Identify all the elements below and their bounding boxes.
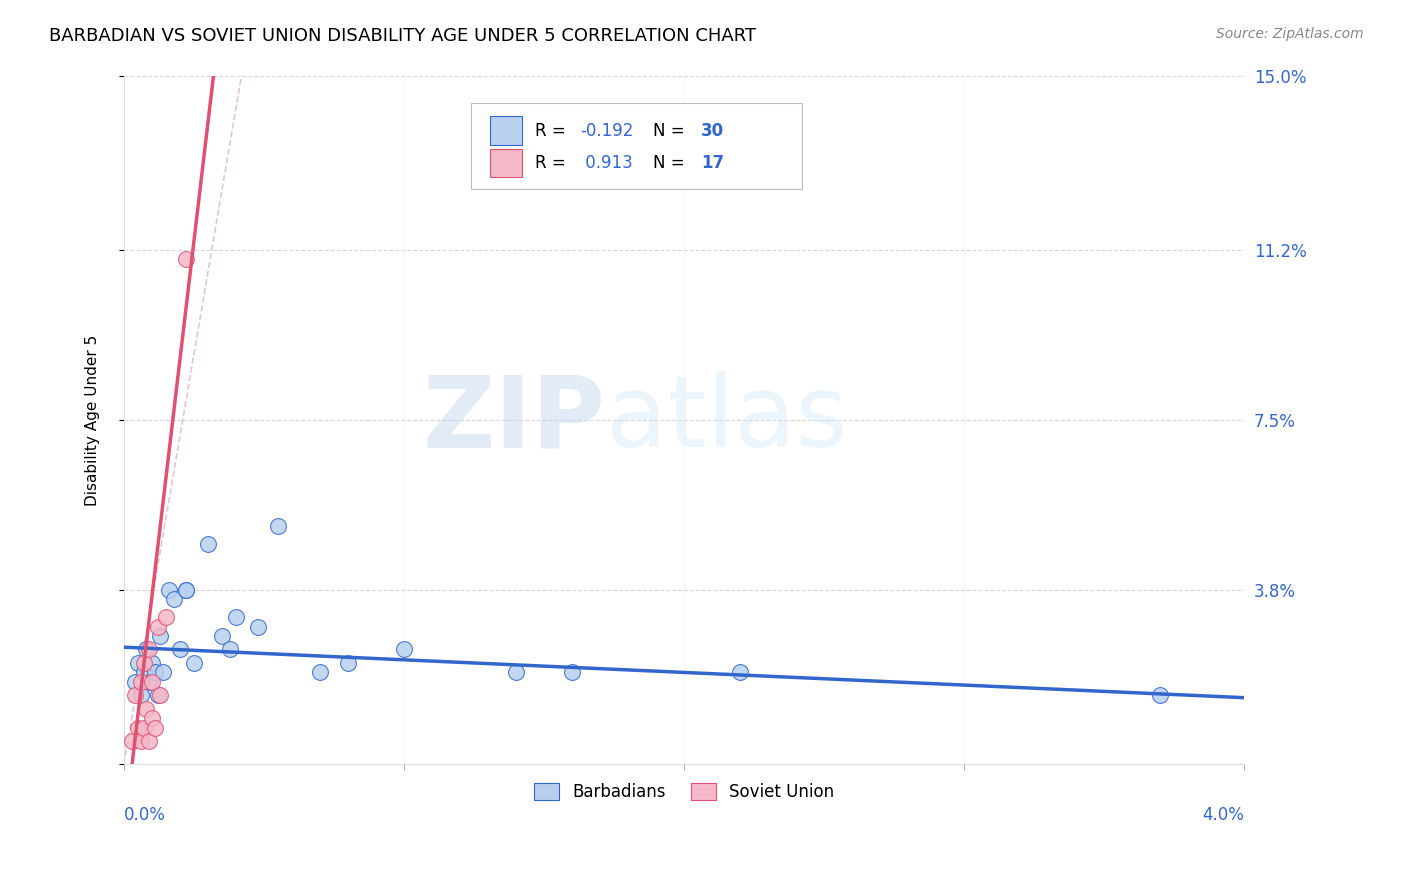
Point — [174, 252, 197, 267]
Text: 0.0%: 0.0% — [124, 805, 166, 823]
Point — [141, 711, 163, 725]
Point — [132, 665, 155, 680]
Point — [124, 689, 146, 703]
Text: N =: N = — [652, 154, 689, 172]
Point — [157, 582, 180, 597]
Point — [124, 674, 146, 689]
Point — [183, 657, 205, 671]
Point — [225, 610, 247, 624]
Text: 17: 17 — [700, 154, 724, 172]
Point — [129, 674, 152, 689]
Point — [149, 689, 172, 703]
Point — [197, 537, 219, 551]
Point — [149, 629, 172, 643]
Point — [146, 689, 169, 703]
Point — [728, 665, 751, 680]
Point — [336, 657, 359, 671]
Point — [141, 674, 163, 689]
Y-axis label: Disability Age Under 5: Disability Age Under 5 — [86, 334, 100, 506]
Point — [135, 702, 157, 716]
Point — [152, 665, 174, 680]
Point — [141, 657, 163, 671]
Point — [129, 689, 152, 703]
Text: BARBADIAN VS SOVIET UNION DISABILITY AGE UNDER 5 CORRELATION CHART: BARBADIAN VS SOVIET UNION DISABILITY AGE… — [49, 27, 756, 45]
Point — [143, 665, 166, 680]
Text: atlas: atlas — [606, 371, 848, 468]
Point — [309, 665, 332, 680]
Point — [174, 582, 197, 597]
Text: R =: R = — [536, 121, 571, 140]
Text: ZIP: ZIP — [423, 371, 606, 468]
Point — [561, 665, 583, 680]
Point — [132, 657, 155, 671]
Point — [146, 619, 169, 633]
Point — [138, 642, 160, 657]
Point — [155, 610, 177, 624]
Text: R =: R = — [536, 154, 571, 172]
Text: Source: ZipAtlas.com: Source: ZipAtlas.com — [1216, 27, 1364, 41]
Point — [211, 629, 233, 643]
Text: 30: 30 — [700, 121, 724, 140]
Point — [267, 518, 290, 533]
Point — [132, 721, 155, 735]
Point — [219, 642, 242, 657]
Point — [135, 642, 157, 657]
FancyBboxPatch shape — [491, 116, 522, 145]
Point — [143, 721, 166, 735]
Point — [138, 734, 160, 748]
Text: 4.0%: 4.0% — [1202, 805, 1244, 823]
Point — [127, 657, 149, 671]
Point — [169, 642, 191, 657]
FancyBboxPatch shape — [471, 103, 801, 189]
Point — [392, 642, 415, 657]
Text: 0.913: 0.913 — [579, 154, 633, 172]
Text: N =: N = — [652, 121, 689, 140]
Point — [247, 619, 270, 633]
Point — [163, 591, 186, 606]
Point — [1149, 689, 1171, 703]
Point — [121, 734, 143, 748]
Point — [127, 721, 149, 735]
Text: -0.192: -0.192 — [579, 121, 633, 140]
Point — [174, 582, 197, 597]
Point — [138, 674, 160, 689]
Point — [129, 734, 152, 748]
FancyBboxPatch shape — [491, 149, 522, 178]
Point — [505, 665, 527, 680]
Legend: Barbadians, Soviet Union: Barbadians, Soviet Union — [527, 776, 841, 807]
